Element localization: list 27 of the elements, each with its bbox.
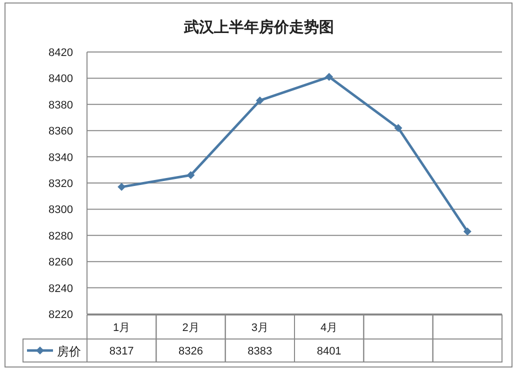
data-label: 8326	[178, 346, 203, 358]
y-tick-label: 8300	[48, 204, 73, 216]
y-tick-label: 8280	[48, 230, 73, 242]
chart-title: 武汉上半年房价走势图	[183, 18, 334, 36]
point	[118, 182, 126, 191]
x-tick-label: 4月	[320, 322, 338, 334]
y-tick-label: 8420	[48, 47, 73, 59]
y-tick-label: 8220	[48, 309, 73, 321]
x-tick-label: 1月	[113, 322, 130, 334]
point	[256, 96, 264, 104]
x-tick-label: 3月	[251, 322, 268, 334]
point	[394, 124, 402, 132]
point	[186, 171, 195, 180]
x-tick-label: 2月	[182, 322, 200, 334]
data-label: 8383	[248, 346, 272, 358]
y-tick-label: 8360	[48, 126, 73, 138]
data-label: 8401	[316, 346, 342, 358]
legend-label: 房价	[57, 344, 81, 358]
y-tick-label: 8240	[48, 282, 73, 295]
data-label: 8317	[109, 346, 134, 358]
point	[325, 72, 334, 81]
y-tick-label: 8320	[48, 178, 73, 190]
y-tick-label: 8340	[48, 152, 73, 164]
y-tick-label: 8260	[48, 256, 73, 269]
y-tick-label: 8400	[48, 73, 73, 86]
point	[463, 227, 472, 236]
y-tick-label: 8380	[48, 99, 73, 112]
